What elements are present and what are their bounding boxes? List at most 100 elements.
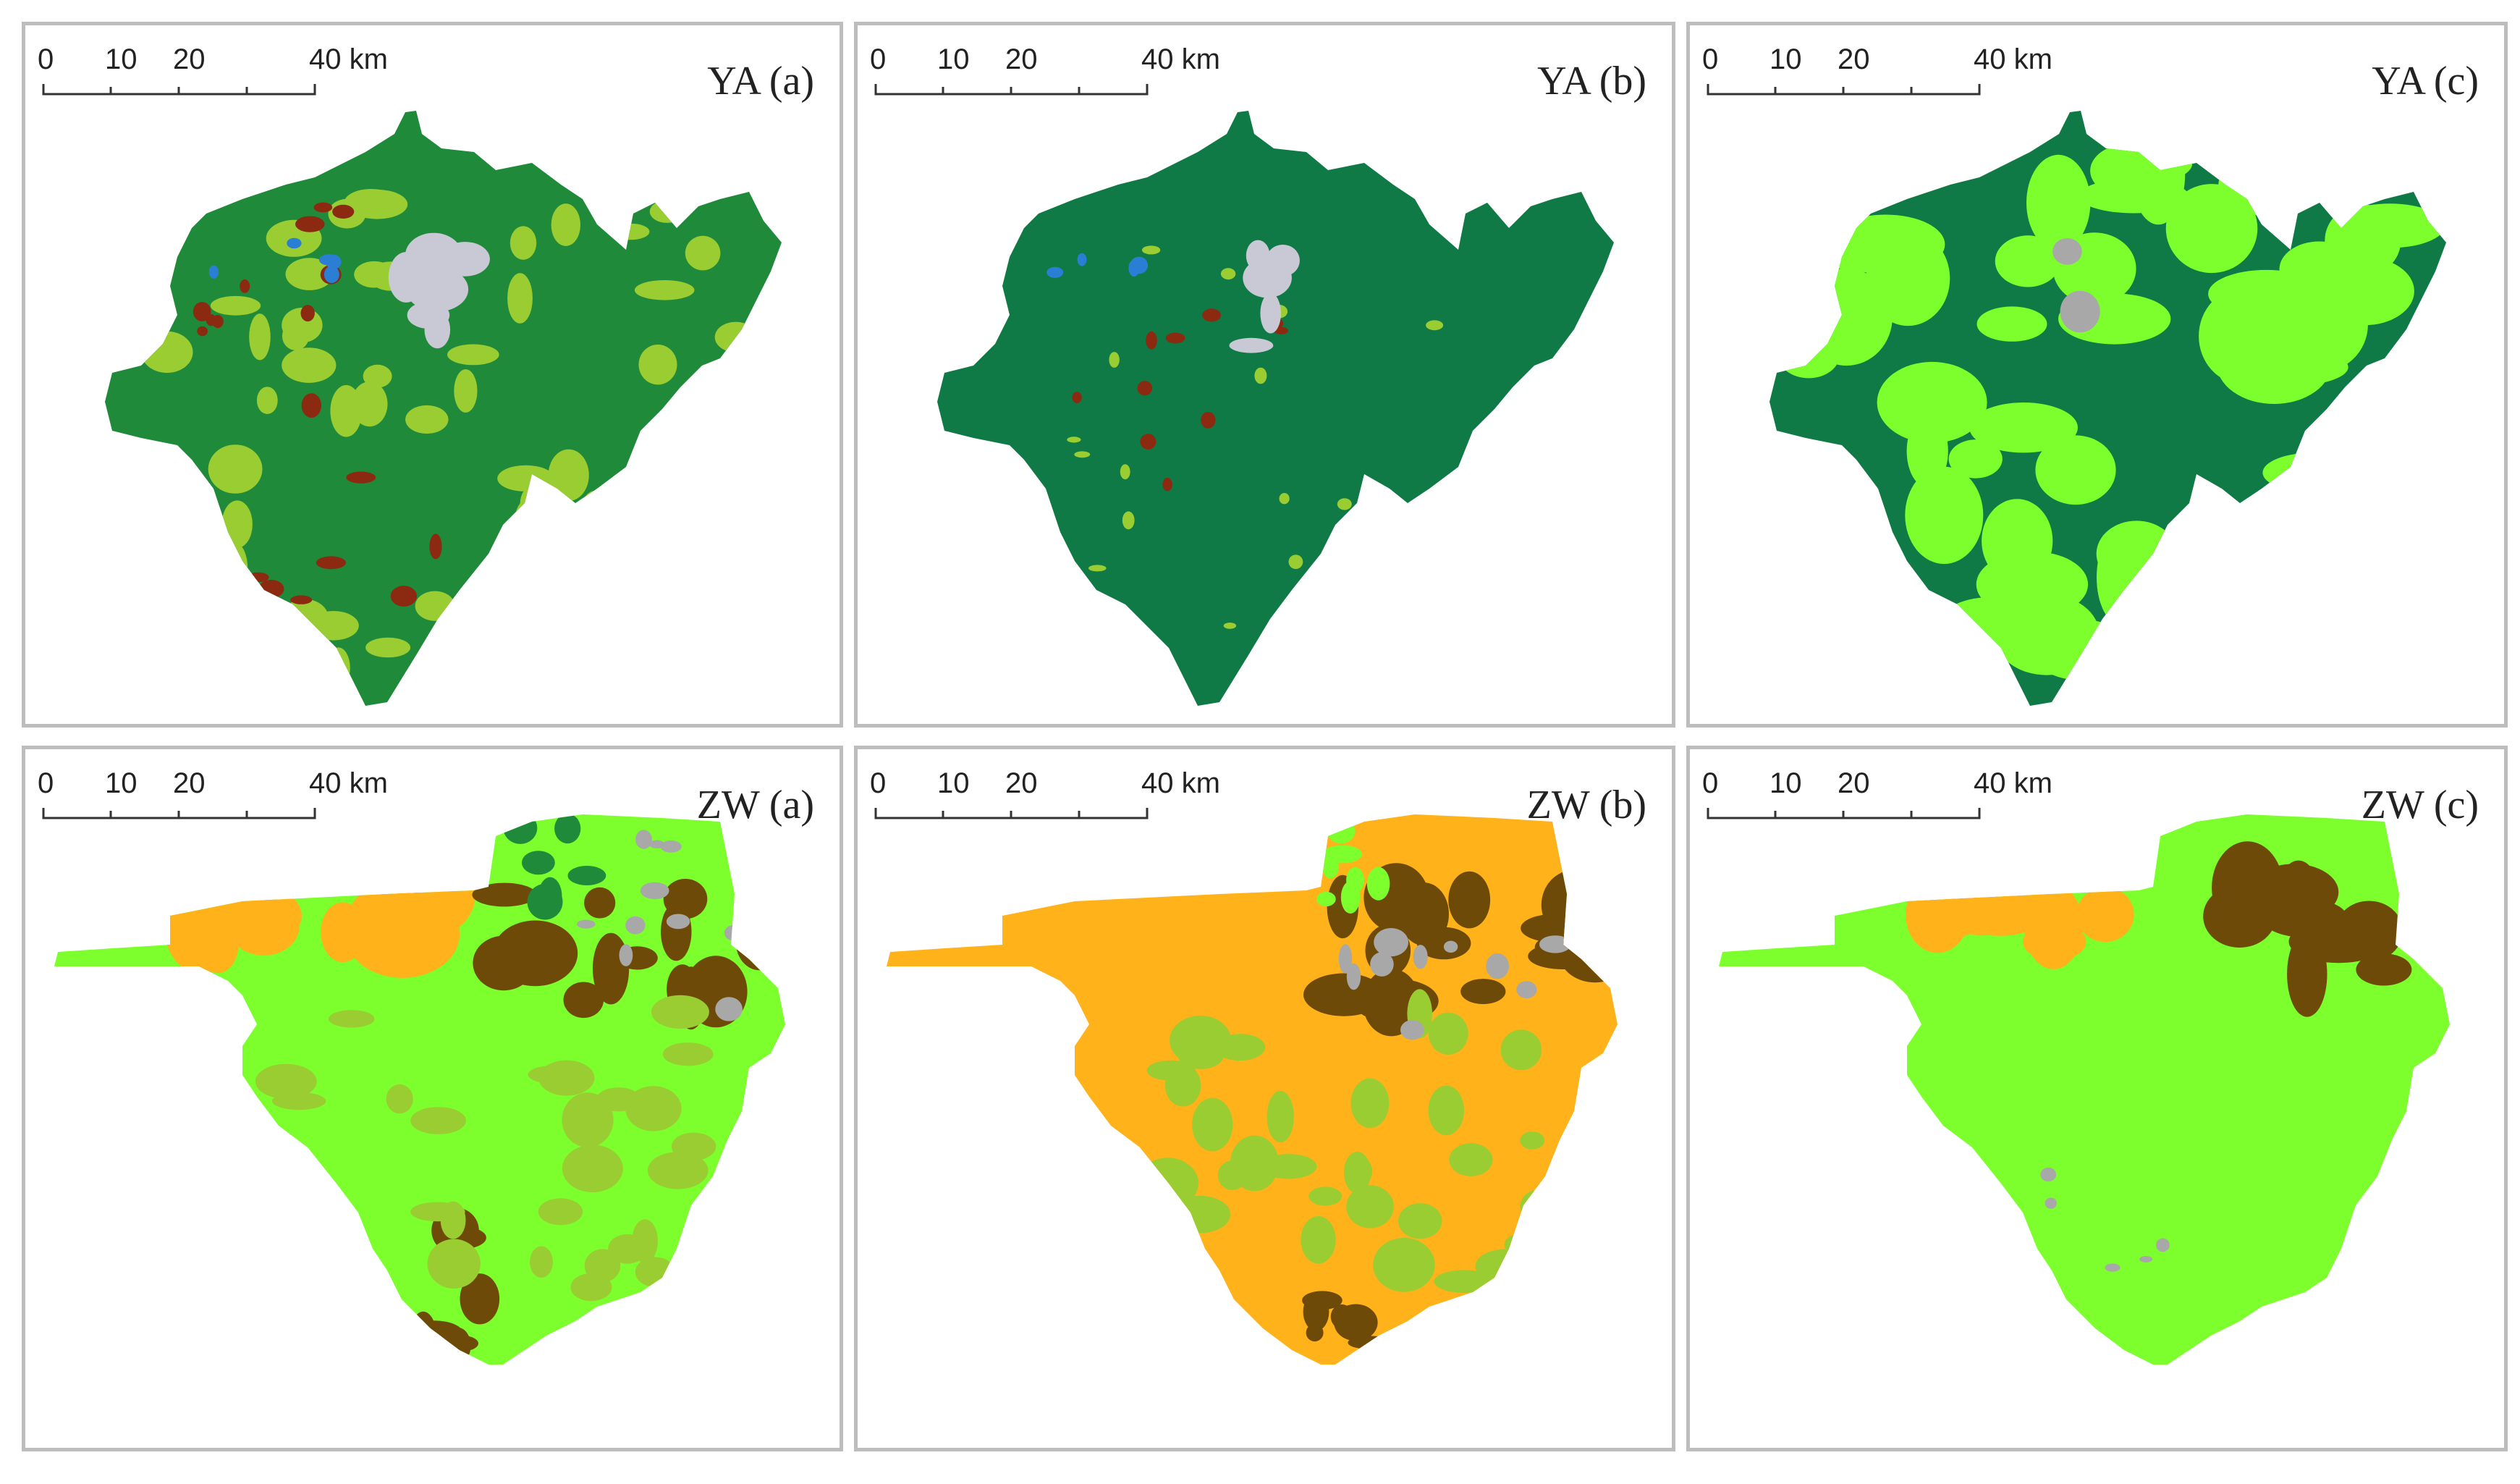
land-cover-patch [1905,466,1984,564]
land-cover-patch [258,579,284,599]
land-cover-patch [330,385,363,437]
land-cover-patch [357,1318,413,1361]
land-cover-patch [520,480,565,527]
region-fill [105,111,782,706]
land-cover-patch [424,311,451,349]
land-cover-patch [507,273,533,324]
land-cover-patch [233,1283,287,1303]
land-cover-patch [1969,402,2078,453]
land-cover-patch [724,924,743,941]
land-cover-patch [562,1144,623,1192]
land-cover-patch [574,585,615,636]
land-cover-patch [1346,963,1361,990]
land-cover-patch [2226,559,2327,633]
land-cover-patch [1520,1189,1557,1224]
land-cover-patch [1770,544,1822,612]
land-cover-patch [222,542,248,595]
land-cover-patch [577,919,596,929]
land-cover-patch [127,180,154,207]
land-cover-patch [1288,555,1303,569]
land-cover-patch [1413,945,1428,969]
land-cover-patch [1416,927,1471,960]
land-cover-patch [2335,203,2445,248]
scale-bar-line [874,808,1149,819]
land-cover-patch [1413,519,1422,534]
land-cover-patch [171,644,216,662]
land-cover-patch [2097,530,2145,625]
land-cover-patch [2040,1167,2057,1182]
land-cover-patch [1267,1091,1294,1143]
land-cover-patch [2218,156,2299,216]
land-cover-patch [255,1063,317,1099]
scale-bar-label: 20 [1838,43,1870,75]
land-cover-patch [554,814,581,844]
land-cover-patch [130,243,155,284]
land-cover-patch [612,613,669,660]
land-cover-patch [123,228,161,253]
land-cover-patch [460,1273,500,1325]
panel-ya-a: 0 10 20 40 km YA (a) [22,22,843,728]
map-zw-c [1719,814,2450,1365]
land-cover-patch [108,507,145,543]
land-cover-patch [169,526,203,555]
land-cover-patch [530,1246,553,1278]
scale-bar-label: 10 [1770,43,1802,75]
land-cover-patch [261,646,319,680]
land-cover-patch [584,1249,621,1283]
land-cover-patch [538,1198,583,1226]
land-cover-patch [295,216,325,232]
land-cover-patch [240,279,250,293]
land-cover-patch [2024,883,2083,969]
land-cover-patch [2262,452,2367,493]
land-cover-patch [584,887,616,919]
land-cover-patch [649,200,685,223]
land-cover-patch [208,265,219,279]
land-cover-patch [554,592,591,638]
panel-ya-b: 0 10 20 40 km YA (b) [854,22,1675,728]
panel-zw-c: 0 10 20 40 km ZW (c) [1686,746,2508,1451]
region-ya-b [937,111,1614,706]
land-cover-patch [1976,306,2047,342]
land-cover-patch [256,1173,315,1197]
panel-title: YA (a) [707,59,814,104]
land-cover-patch [126,624,164,671]
land-cover-patch [1317,821,1355,838]
land-cover-patch [1805,480,1866,524]
scale-bar-label: 20 [173,43,206,75]
land-cover-patch [634,280,695,300]
scale-bar-label: 20 [1005,767,1038,799]
land-cover-patch [1995,235,2061,287]
land-cover-patch [285,258,334,290]
scale-bar-label: 40 km [1974,767,2052,799]
land-cover-patch [141,331,193,374]
land-cover-patch [1214,1034,1266,1061]
scale-bar-label: 0 [38,767,54,799]
land-cover-patch [365,1276,389,1293]
land-cover-patch [1162,478,1172,492]
land-cover-patch [124,592,153,639]
land-cover-patch [718,511,756,553]
land-cover-patch [326,254,342,269]
land-cover-patch [2266,276,2368,374]
land-cover-patch [1254,367,1267,384]
land-cover-patch [563,982,604,1019]
land-cover-patch [1428,1012,1468,1055]
region-fill [1719,814,2450,1365]
scale-bar-label: 40 km [309,767,388,799]
land-cover-patch [497,465,554,492]
scale-bar-label: 10 [105,43,138,75]
land-cover-patch [2005,604,2062,667]
land-cover-patch [2371,596,2446,680]
scale-bar: 0 10 20 40 km [1702,767,2052,819]
land-cover-patch [2076,887,2134,943]
land-cover-patch [1417,552,1425,564]
land-cover-patch [1366,867,1390,901]
land-cover-patch [1314,568,1329,576]
land-cover-patch [1343,1151,1371,1194]
land-cover-patch [415,591,455,621]
land-cover-patch [714,321,757,353]
land-cover-patch [316,556,346,570]
scale-bar-line [42,808,316,819]
land-cover-patch [386,1084,413,1114]
